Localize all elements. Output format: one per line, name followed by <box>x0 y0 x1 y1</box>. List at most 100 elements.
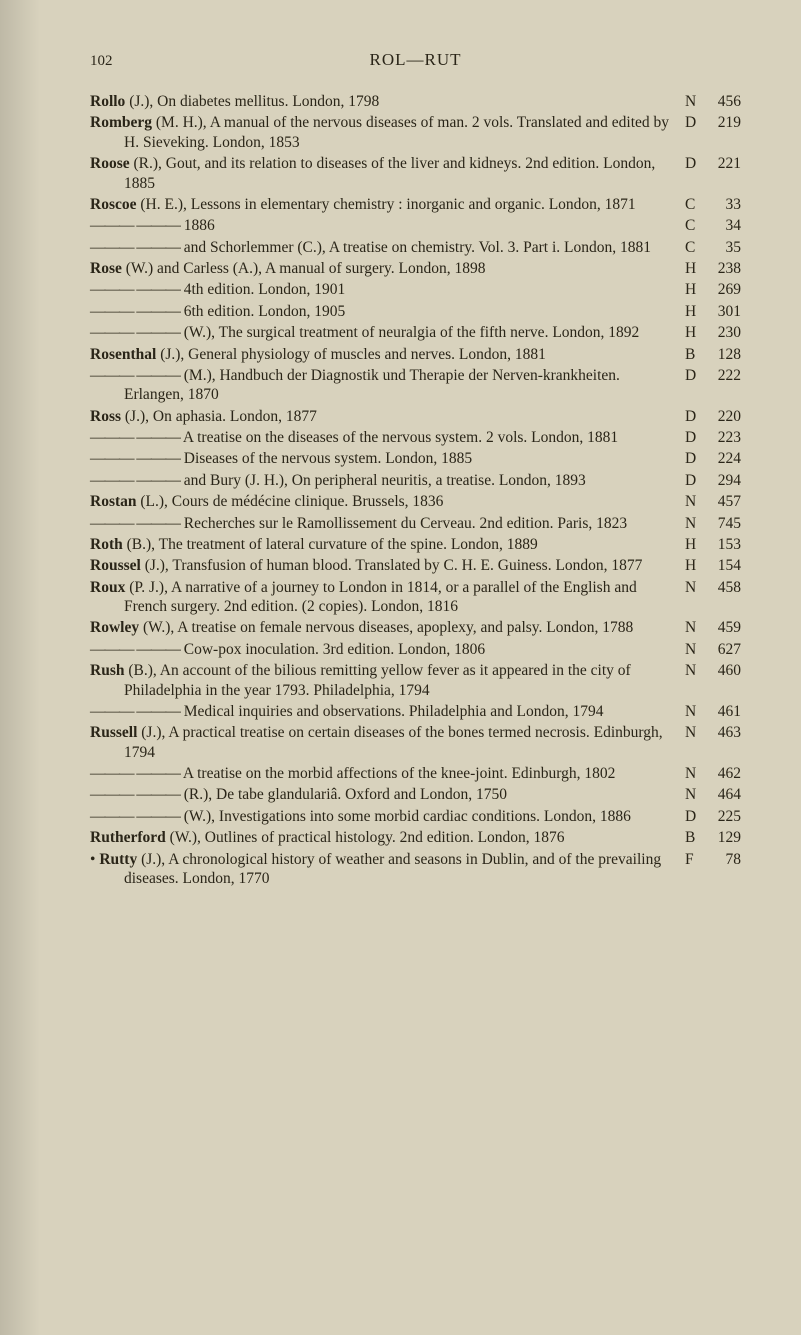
entry-classmark: N <box>685 785 707 804</box>
page: 102 ROL—RUT Rollo (J.), On diabetes mell… <box>0 0 801 1335</box>
entry-body: 6th edition. London, 1905 <box>180 303 345 320</box>
entry-body: (W.), Investigations into some morbid ca… <box>180 808 631 825</box>
entry-body: (J.), Transfusion of human blood. Transl… <box>141 557 643 574</box>
entry-text: ——— ——— Recherches sur le Ramollissement… <box>90 514 685 533</box>
entry-number: 223 <box>707 428 741 447</box>
entry-body: (M. H.), A manual of the nervous disease… <box>124 114 669 150</box>
entry-classmark: B <box>685 345 707 364</box>
entry-text: ——— ——— (M.), Handbuch der Diagnostik un… <box>90 366 685 405</box>
bibliography-entry: Rose (W.) and Carless (A.), A manual of … <box>90 259 741 278</box>
entry-number: 33 <box>707 195 741 214</box>
entry-text: ——— ——— and Bury (J. H.), On peripheral … <box>90 471 685 490</box>
entry-text: Roth (B.), The treatment of lateral curv… <box>90 535 685 554</box>
entry-author: Russell <box>90 724 137 741</box>
entry-classmark: N <box>685 492 707 511</box>
entry-author: Roose <box>90 155 130 172</box>
bibliography-entry: Rosenthal (J.), General physiology of mu… <box>90 345 741 364</box>
entry-text: Rush (B.), An account of the bilious rem… <box>90 661 685 700</box>
bibliography-entry: ——— ——— Cow-pox inoculation. 3rd edition… <box>90 640 741 659</box>
entry-body: (J.), On aphasia. London, 1877 <box>121 408 317 425</box>
entry-number: 457 <box>707 492 741 511</box>
entry-number: 222 <box>707 366 741 385</box>
entry-classmark: D <box>685 807 707 826</box>
entry-number: 301 <box>707 302 741 321</box>
continuation-dash: ——— ——— <box>90 281 180 298</box>
entry-body: 4th edition. London, 1901 <box>180 281 345 298</box>
entry-text: Roux (P. J.), A narrative of a journey t… <box>90 578 685 617</box>
entry-author: Romberg <box>90 114 152 131</box>
entry-author: Rollo <box>90 93 125 110</box>
entry-classmark: H <box>685 556 707 575</box>
entry-text: ——— ——— A treatise on the morbid affecti… <box>90 764 685 783</box>
entry-text: Rosenthal (J.), General physiology of mu… <box>90 345 685 364</box>
entry-author: Roussel <box>90 557 141 574</box>
entry-text: Rose (W.) and Carless (A.), A manual of … <box>90 259 685 278</box>
continuation-dash: ——— ——— <box>90 472 180 489</box>
entry-author: Roth <box>90 536 123 553</box>
bibliography-entry: ——— ——— (W.), The surgical treatment of … <box>90 323 741 342</box>
entry-classmark: H <box>685 535 707 554</box>
entry-number: 34 <box>707 216 741 235</box>
entry-author: Rutty <box>99 851 137 868</box>
continuation-dash: ——— ——— <box>90 367 180 384</box>
entry-number: 78 <box>707 850 741 869</box>
bibliography-entry: • Rutty (J.), A chronological history of… <box>90 850 741 889</box>
bibliography-entry: Ross (J.), On aphasia. London, 1877D220 <box>90 407 741 426</box>
entry-classmark: N <box>685 723 707 742</box>
entry-text: • Rutty (J.), A chronological history of… <box>90 850 685 889</box>
entry-body: (W.), A treatise on female nervous disea… <box>139 619 633 636</box>
bibliography-entry: ——— ——— (M.), Handbuch der Diagnostik un… <box>90 366 741 405</box>
entry-text: Roose (R.), Gout, and its relation to di… <box>90 154 685 193</box>
entry-classmark: D <box>685 113 707 132</box>
entry-text: Roscoe (H. E.), Lessons in elementary ch… <box>90 195 685 214</box>
entry-number: 230 <box>707 323 741 342</box>
entry-number: 219 <box>707 113 741 132</box>
entry-number: 154 <box>707 556 741 575</box>
entry-number: 462 <box>707 764 741 783</box>
entry-classmark: N <box>685 764 707 783</box>
bibliography-entry: Roscoe (H. E.), Lessons in elementary ch… <box>90 195 741 214</box>
bibliography-entry: Rollo (J.), On diabetes mellitus. London… <box>90 92 741 111</box>
bibliography-entry: Russell (J.), A practical treatise on ce… <box>90 723 741 762</box>
continuation-dash: ——— ——— <box>90 786 180 803</box>
bibliography-entry: Rostan (L.), Cours de médécine clinique.… <box>90 492 741 511</box>
entry-number: 459 <box>707 618 741 637</box>
entry-classmark: N <box>685 702 707 721</box>
entry-body: A treatise on the diseases of the nervou… <box>180 429 618 446</box>
entry-number: 35 <box>707 238 741 257</box>
entry-text: Rollo (J.), On diabetes mellitus. London… <box>90 92 685 111</box>
running-head: ROL—RUT <box>90 50 741 70</box>
entry-body: (B.), An account of the bilious remittin… <box>124 662 631 698</box>
entry-body: Diseases of the nervous system. London, … <box>180 450 472 467</box>
entry-body: (B.), The treatment of lateral curvature… <box>123 536 538 553</box>
bibliography-entry: ——— ——— (R.), De tabe glandulariâ. Oxfor… <box>90 785 741 804</box>
bibliography-entry: Roussel (J.), Transfusion of human blood… <box>90 556 741 575</box>
entry-number: 745 <box>707 514 741 533</box>
bibliography-entry: ——— ——— 4th edition. London, 1901H269 <box>90 280 741 299</box>
bibliography-entry: Roux (P. J.), A narrative of a journey t… <box>90 578 741 617</box>
entry-body: and Bury (J. H.), On peripheral neuritis… <box>180 472 586 489</box>
entry-classmark: D <box>685 471 707 490</box>
entry-classmark: F <box>685 850 707 869</box>
entry-body: (H. E.), Lessons in elementary chemistry… <box>137 196 636 213</box>
entry-body: (W.) and Carless (A.), A manual of surge… <box>122 260 486 277</box>
entry-body: (M.), Handbuch der Diagnostik und Therap… <box>124 367 620 403</box>
continuation-dash: ——— ——— <box>90 324 180 341</box>
entry-author: Roux <box>90 579 125 596</box>
entry-number: 225 <box>707 807 741 826</box>
bibliography-entry: ——— ——— Diseases of the nervous system. … <box>90 449 741 468</box>
entry-classmark: D <box>685 154 707 173</box>
entry-number: 464 <box>707 785 741 804</box>
continuation-dash: ——— ——— <box>90 450 180 467</box>
entry-text: Roussel (J.), Transfusion of human blood… <box>90 556 685 575</box>
entry-classmark: C <box>685 195 707 214</box>
entry-text: ——— ——— (W.), The surgical treatment of … <box>90 323 685 342</box>
entry-body: (L.), Cours de médécine clinique. Brusse… <box>137 493 444 510</box>
entry-body: (J.), On diabetes mellitus. London, 1798 <box>125 93 379 110</box>
entry-text: Ross (J.), On aphasia. London, 1877 <box>90 407 685 426</box>
entry-author: Rose <box>90 260 122 277</box>
entry-classmark: H <box>685 323 707 342</box>
entry-number: 456 <box>707 92 741 111</box>
entry-text: Rostan (L.), Cours de médécine clinique.… <box>90 492 685 511</box>
bibliography-entry: Rutherford (W.), Outlines of practical h… <box>90 828 741 847</box>
